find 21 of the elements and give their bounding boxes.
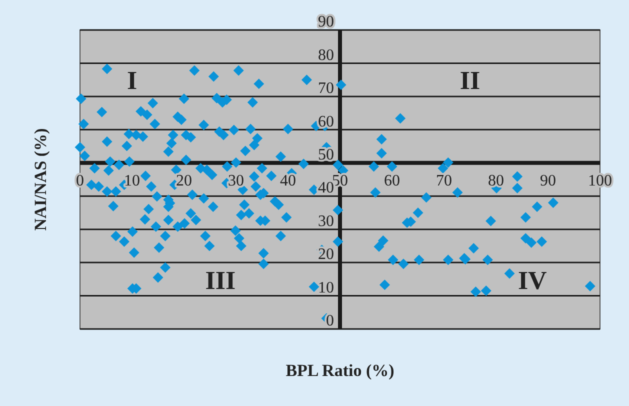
x-tick-label: 90 [540,172,556,190]
y-tick-label: 10 [318,279,334,296]
annotation: II [460,66,480,96]
annotation: III [205,266,236,296]
y-tick-label: 30 [318,212,334,230]
x-tick-label: 30 [228,172,244,190]
y-axis-title: NAI/NAS (%) [31,128,50,231]
x-tick-label: 10 [124,172,140,190]
annotation: IV [518,266,548,296]
y-tick-label: 90 [318,14,334,31]
x-tick-label: 60 [384,172,400,190]
y-tick-label: 70 [318,80,334,98]
x-tick-label: 20 [176,172,192,190]
y-tick-label: 80 [318,46,334,64]
x-axis-title: BPL Ratio (%) [286,361,394,380]
x-tick-label: 70 [436,172,452,190]
x-tick-label: 80 [488,172,504,190]
y-tick-label: 50 [318,146,334,164]
y-tick-label: 20 [318,246,334,264]
x-tick-label: 40 [280,172,296,190]
annotation: I [126,66,138,96]
